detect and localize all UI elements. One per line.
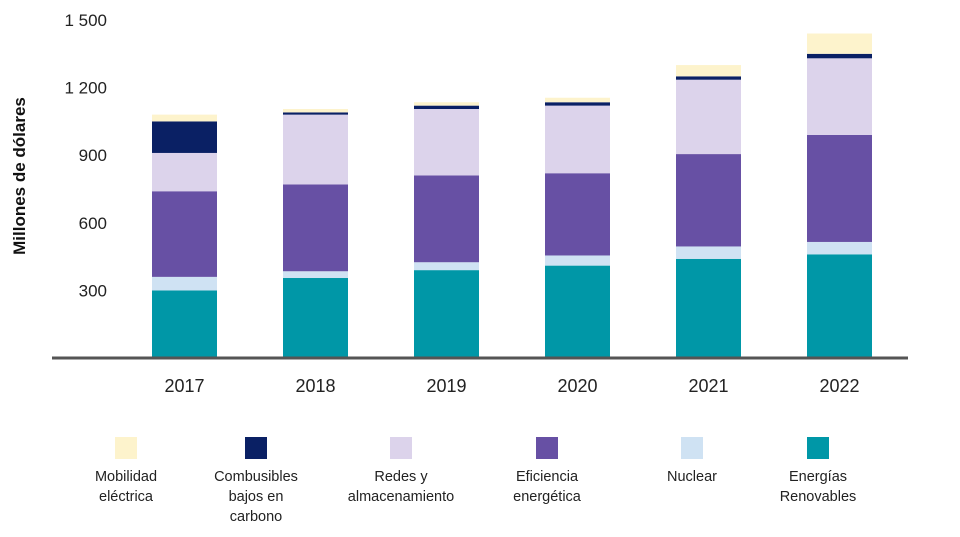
legend-item-eficiencia-energetica: Eficiencia energética bbox=[513, 437, 582, 505]
bar-2020-combusibles-bajos-en-carbono bbox=[545, 102, 610, 106]
legend-item-redes-y-almacenamiento: Redes y almacenamiento bbox=[348, 437, 454, 505]
x-tick-label: 2022 bbox=[819, 376, 859, 396]
bar-2019-eficiencia-energetica bbox=[414, 175, 479, 263]
bar-2022-nuclear bbox=[807, 241, 872, 255]
legend-item-energias-renovables: Energías Renovables bbox=[780, 437, 857, 505]
bar-2019-mobilidad-electrica bbox=[414, 102, 479, 106]
legend-swatch bbox=[115, 437, 137, 459]
legend-item-combusibles-bajos-en-carbono: Combusibles bajos en carbono bbox=[214, 437, 298, 525]
y-tick-label: 1 500 bbox=[64, 11, 107, 30]
legend-swatch bbox=[245, 437, 267, 459]
legend-label: Eficiencia bbox=[516, 469, 579, 485]
bar-2021-combusibles-bajos-en-carbono bbox=[676, 76, 741, 80]
y-axis-label: Millones de dólares bbox=[10, 97, 29, 255]
legend-swatch bbox=[681, 437, 703, 459]
bar-2020-energias-renovables bbox=[545, 265, 610, 358]
x-tick-label: 2017 bbox=[164, 376, 204, 396]
bars bbox=[152, 33, 872, 358]
bar-2017-energias-renovables bbox=[152, 290, 217, 358]
legend-label: Mobilidad bbox=[95, 469, 157, 485]
y-tick-labels: 300 600 900 1 200 1 500 bbox=[64, 11, 107, 300]
bar-2018-mobilidad-electrica bbox=[283, 109, 348, 113]
legend-swatch bbox=[536, 437, 558, 459]
legend-label: Renovables bbox=[780, 489, 857, 505]
bar-2018-nuclear bbox=[283, 271, 348, 279]
legend-item-nuclear: Nuclear bbox=[667, 437, 717, 485]
legend-label: Nuclear bbox=[667, 469, 717, 485]
legend-swatch bbox=[390, 437, 412, 459]
legend-swatch bbox=[807, 437, 829, 459]
bar-2022-energias-renovables bbox=[807, 254, 872, 358]
legend-label: eléctrica bbox=[99, 489, 154, 505]
bar-2020-mobilidad-electrica bbox=[545, 97, 610, 103]
y-tick-label: 300 bbox=[79, 281, 107, 300]
bar-2018-combusibles-bajos-en-carbono bbox=[283, 112, 348, 115]
bar-2021-eficiencia-energetica bbox=[676, 154, 741, 247]
bar-2019-nuclear bbox=[414, 262, 479, 271]
bar-2017-redes-y-almacenamiento bbox=[152, 152, 217, 192]
legend-label: almacenamiento bbox=[348, 489, 454, 505]
bar-2021-nuclear bbox=[676, 246, 741, 259]
legend: Mobilidad eléctrica Combusibles bajos en car… bbox=[95, 437, 856, 525]
bar-2018-redes-y-almacenamiento bbox=[283, 114, 348, 185]
x-tick-label: 2021 bbox=[688, 376, 728, 396]
bar-2020-eficiencia-energetica bbox=[545, 173, 610, 256]
bar-2018-energias-renovables bbox=[283, 278, 348, 358]
bar-2019-combusibles-bajos-en-carbono bbox=[414, 105, 479, 110]
bar-2022-redes-y-almacenamiento bbox=[807, 58, 872, 135]
y-tick-label: 1 200 bbox=[64, 79, 107, 98]
bar-2017-eficiencia-energetica bbox=[152, 191, 217, 277]
bar-2020-redes-y-almacenamiento bbox=[545, 105, 610, 174]
legend-label: Energías bbox=[789, 469, 847, 485]
legend-label: Redes y bbox=[374, 469, 428, 485]
bar-2017-mobilidad-electrica bbox=[152, 114, 217, 122]
x-tick-label: 2018 bbox=[295, 376, 335, 396]
legend-label: carbono bbox=[230, 509, 282, 525]
bar-2017-nuclear bbox=[152, 276, 217, 291]
bar-2017-combusibles-bajos-en-carbono bbox=[152, 121, 217, 153]
y-tick-label: 900 bbox=[79, 146, 107, 165]
bar-2020-nuclear bbox=[545, 255, 610, 266]
bar-2018-eficiencia-energetica bbox=[283, 184, 348, 272]
bar-2022-mobilidad-electrica bbox=[807, 33, 872, 54]
legend-label: energética bbox=[513, 489, 582, 505]
legend-item-mobilidad-electrica: Mobilidad eléctrica bbox=[95, 437, 157, 505]
bar-2022-eficiencia-energetica bbox=[807, 134, 872, 242]
x-tick-labels: 2017 2018 2019 2020 2021 2022 bbox=[164, 376, 859, 396]
bar-2019-redes-y-almacenamiento bbox=[414, 109, 479, 176]
bar-2022-combusibles-bajos-en-carbono bbox=[807, 53, 872, 59]
bar-2021-mobilidad-electrica bbox=[676, 65, 741, 77]
bar-2021-redes-y-almacenamiento bbox=[676, 79, 741, 155]
bar-2021-energias-renovables bbox=[676, 258, 741, 358]
bar-2019-energias-renovables bbox=[414, 270, 479, 358]
y-tick-label: 600 bbox=[79, 214, 107, 233]
x-tick-label: 2019 bbox=[426, 376, 466, 396]
legend-label: bajos en bbox=[229, 489, 284, 505]
legend-label: Combusibles bbox=[214, 469, 298, 485]
x-tick-label: 2020 bbox=[557, 376, 597, 396]
